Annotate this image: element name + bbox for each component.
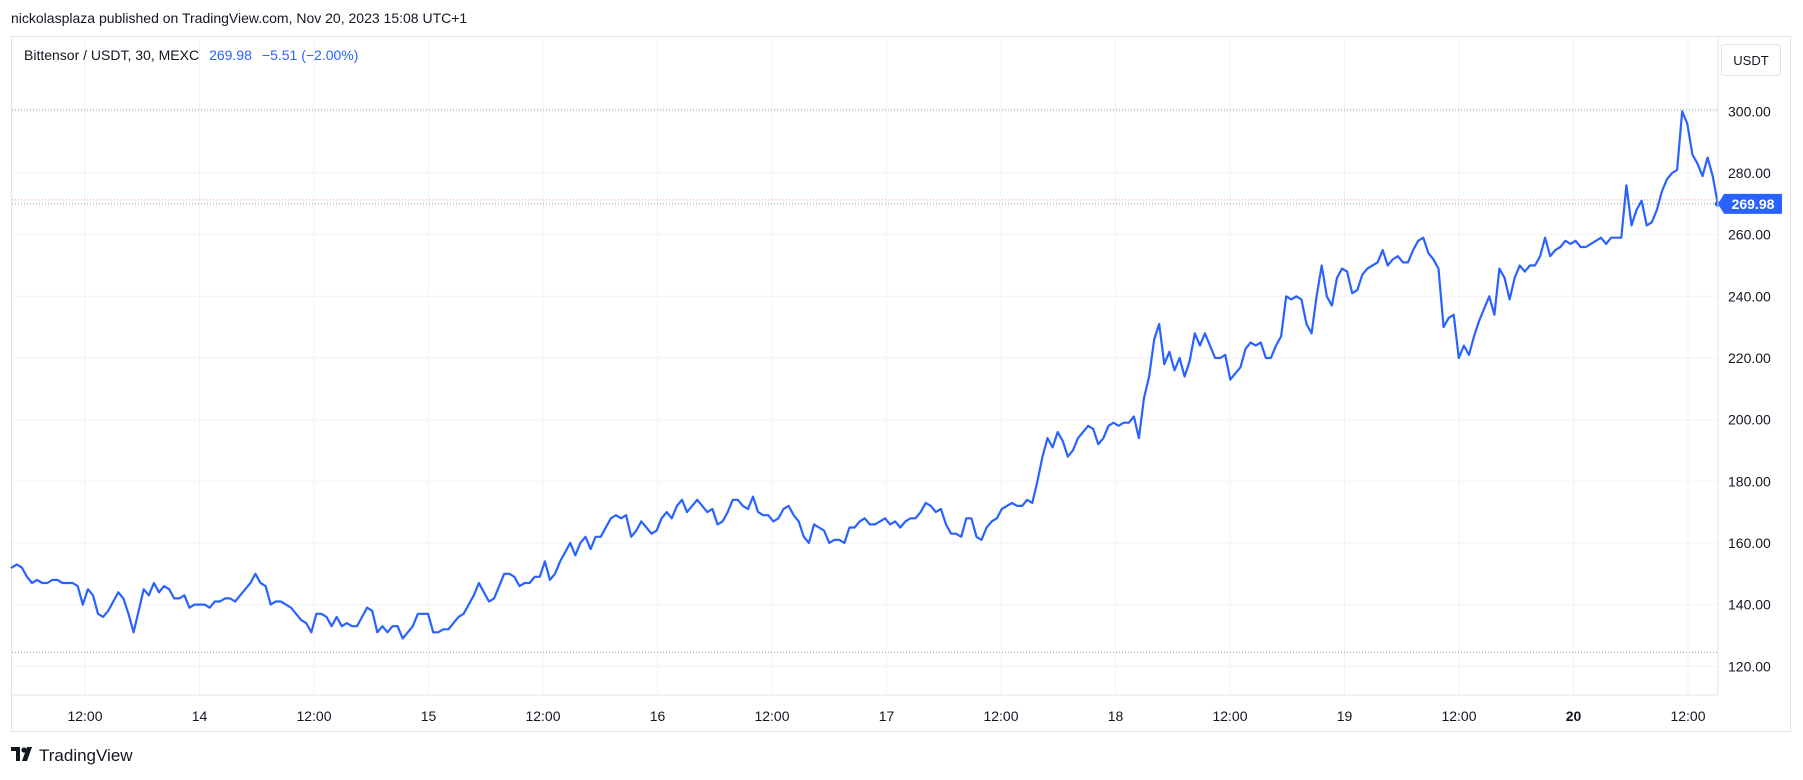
y-tick-label: 280.00 bbox=[1728, 165, 1771, 181]
y-tick-label: 140.00 bbox=[1728, 597, 1771, 613]
x-tick-label: 12:00 bbox=[754, 708, 789, 724]
last-price-value: 269.98 bbox=[209, 47, 252, 63]
x-tick-label: 12:00 bbox=[1670, 708, 1705, 724]
dotted-levels bbox=[12, 109, 1718, 653]
y-tick-label: 120.00 bbox=[1728, 658, 1771, 674]
last-price-tag-label: 269.98 bbox=[1732, 196, 1775, 212]
y-tick-label: 180.00 bbox=[1728, 473, 1771, 489]
time-axis[interactable]: 12:00 14 12:00 15 12:00 16 12:00 17 12:00 18 12:00… bbox=[12, 694, 1718, 724]
brand-name: TradingView bbox=[39, 746, 133, 765]
y-tick-label: 200.00 bbox=[1728, 412, 1771, 428]
last-price-tag-bg bbox=[1718, 193, 1782, 214]
x-tick-label: 20 bbox=[1566, 708, 1582, 724]
price-line bbox=[10, 110, 1719, 640]
last-price-tag: 269.98 bbox=[1718, 193, 1782, 214]
x-tick-label: 19 bbox=[1337, 708, 1353, 724]
x-tick-label: 17 bbox=[879, 708, 895, 724]
symbol-legend[interactable]: Bittensor / USDT, 30, MEXC 269.98 −5.51 … bbox=[24, 47, 358, 63]
price-axis[interactable]: 120.00 140.00 160.00 180.00 200.00 220.00 240.… bbox=[1717, 37, 1771, 695]
x-tick-label: 16 bbox=[650, 708, 666, 724]
x-tick-label: 12:00 bbox=[1441, 708, 1476, 724]
tradingview-brand[interactable]: TradingView bbox=[11, 746, 133, 766]
symbol-title: Bittensor / USDT, 30, MEXC bbox=[24, 47, 200, 63]
x-tick-label: 15 bbox=[421, 708, 437, 724]
chart-frame[interactable] bbox=[11, 36, 1791, 732]
y-tick-label: 220.00 bbox=[1728, 350, 1771, 366]
grid bbox=[12, 37, 1718, 695]
y-tick-label: 300.00 bbox=[1728, 103, 1771, 119]
x-tick-label: 18 bbox=[1108, 708, 1124, 724]
y-tick-label: 260.00 bbox=[1728, 227, 1771, 243]
x-tick-label: 14 bbox=[192, 708, 208, 724]
y-tick-label: 240.00 bbox=[1728, 288, 1771, 304]
price-series bbox=[10, 110, 1721, 640]
price-change: −5.51 (−2.00%) bbox=[261, 47, 359, 63]
y-tick-label: 160.00 bbox=[1728, 535, 1771, 551]
tv-logo-icon bbox=[11, 746, 35, 766]
publisher-caption: nickolasplaza published on TradingView.c… bbox=[11, 10, 468, 26]
currency-unit-button[interactable]: USDT bbox=[1721, 44, 1781, 76]
x-tick-label: 12:00 bbox=[525, 708, 560, 724]
x-tick-label: 12:00 bbox=[983, 708, 1018, 724]
x-tick-label: 12:00 bbox=[296, 708, 331, 724]
x-tick-label: 12:00 bbox=[1212, 708, 1247, 724]
x-tick-label: 12:00 bbox=[67, 708, 102, 724]
